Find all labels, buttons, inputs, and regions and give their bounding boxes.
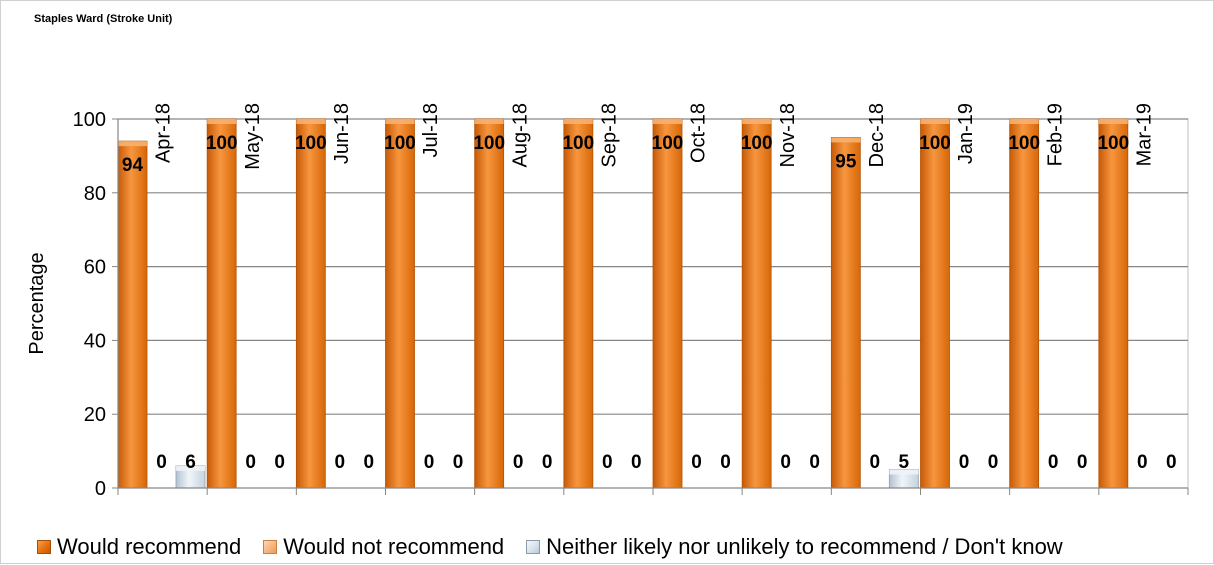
bar-bevel <box>385 119 415 124</box>
y-tick-label: 100 <box>73 109 106 131</box>
legend-item: Neither likely nor unlikely to recommend… <box>526 534 1063 560</box>
bar-would-recommend <box>474 118 505 489</box>
data-label: 0 <box>156 452 167 473</box>
data-label: 100 <box>473 133 505 154</box>
data-label: 0 <box>959 452 970 473</box>
data-label: 100 <box>1008 133 1040 154</box>
legend-swatch <box>526 540 541 554</box>
x-category-label: Jul-18 <box>420 103 442 157</box>
bar-bevel <box>831 137 861 143</box>
x-category-label: Feb-19 <box>1044 103 1066 166</box>
data-label: 0 <box>988 452 999 473</box>
bar-would-recommend <box>920 118 950 489</box>
bar-bevel <box>653 119 682 124</box>
data-label: 0 <box>1166 452 1177 473</box>
legend-item: Would recommend <box>37 534 241 560</box>
legend-label: Would not recommend <box>283 534 505 559</box>
legend-label: Neither likely nor unlikely to recommend… <box>546 534 1063 559</box>
data-label: 0 <box>1137 452 1148 473</box>
legend-swatch <box>37 540 51 554</box>
x-category-label: Jan-19 <box>955 103 977 164</box>
x-category-label: Sep-18 <box>598 103 620 168</box>
bar-would-recommend <box>295 118 326 489</box>
data-label: 0 <box>870 452 881 473</box>
data-label: 0 <box>1077 452 1088 473</box>
data-label: 95 <box>835 151 857 172</box>
bar-would-recommend <box>652 118 683 489</box>
bar-bevel <box>920 119 950 124</box>
data-label: 0 <box>691 452 702 473</box>
bar-bevel <box>742 119 772 124</box>
x-category-label: Dec-18 <box>866 103 888 167</box>
bar-would-recommend <box>830 137 861 489</box>
x-category-label: Aug-18 <box>509 103 531 168</box>
data-label: 100 <box>295 133 327 154</box>
bar-would-recommend <box>1009 118 1040 489</box>
y-axis-title: Percentage <box>26 252 48 354</box>
x-category-label: Apr-18 <box>153 103 175 163</box>
bar-would-recommend <box>385 118 415 489</box>
data-label: 0 <box>364 452 375 473</box>
bar-would-recommend <box>1098 118 1129 489</box>
x-category-label: Oct-18 <box>688 103 710 163</box>
data-label: 100 <box>741 133 773 154</box>
y-tick-label: 0 <box>95 478 106 500</box>
bar-would-recommend <box>563 118 594 489</box>
data-label: 0 <box>720 452 731 473</box>
data-label: 0 <box>602 452 613 473</box>
bar-bevel <box>207 119 237 124</box>
legend-item: Would not recommend <box>263 534 504 560</box>
bar-bevel <box>1009 119 1039 124</box>
data-label: 100 <box>562 133 594 154</box>
data-label: 0 <box>809 452 820 473</box>
data-label: 5 <box>899 452 910 473</box>
bar-bevel <box>563 119 593 124</box>
data-label: 6 <box>185 452 196 473</box>
bar-would-recommend <box>117 140 148 489</box>
y-tick-label: 60 <box>84 257 106 279</box>
data-label: 100 <box>919 133 951 154</box>
y-tick-label: 80 <box>84 183 106 205</box>
bar-bevel <box>296 119 326 124</box>
data-label: 0 <box>780 452 791 473</box>
legend-swatch <box>263 540 278 554</box>
data-label: 0 <box>424 452 435 473</box>
chart-title: Staples Ward (Stroke Unit) <box>34 13 173 25</box>
bar-bevel <box>118 141 147 147</box>
data-label: 0 <box>631 452 642 473</box>
bar-bevel <box>1098 119 1128 124</box>
data-label: 100 <box>384 133 416 154</box>
data-label: 100 <box>652 133 684 154</box>
legend: Would recommend Would not recommend Neithe… <box>37 534 1063 560</box>
data-label: 0 <box>513 452 524 473</box>
x-category-label: May-18 <box>242 103 264 170</box>
data-label: 0 <box>1048 452 1059 473</box>
data-label: 0 <box>245 452 256 473</box>
y-tick-label: 40 <box>84 330 106 352</box>
data-label: 100 <box>206 133 238 154</box>
x-category-label: Jun-18 <box>331 103 353 164</box>
bar-would-recommend <box>741 118 772 489</box>
data-label: 0 <box>542 452 553 473</box>
data-label: 94 <box>122 155 144 176</box>
y-tick-label: 20 <box>84 404 106 426</box>
bar-bevel <box>474 119 504 124</box>
bar-would-recommend <box>206 118 237 489</box>
legend-label: Would recommend <box>57 534 242 559</box>
data-label: 0 <box>335 452 346 473</box>
data-label: 0 <box>453 452 464 473</box>
bar-bevel <box>889 469 919 475</box>
x-category-label: Mar-19 <box>1133 103 1155 166</box>
bar-bevel <box>176 465 205 471</box>
data-label: 100 <box>1097 133 1129 154</box>
x-category-label: Nov-18 <box>777 103 799 167</box>
data-label: 0 <box>274 452 285 473</box>
